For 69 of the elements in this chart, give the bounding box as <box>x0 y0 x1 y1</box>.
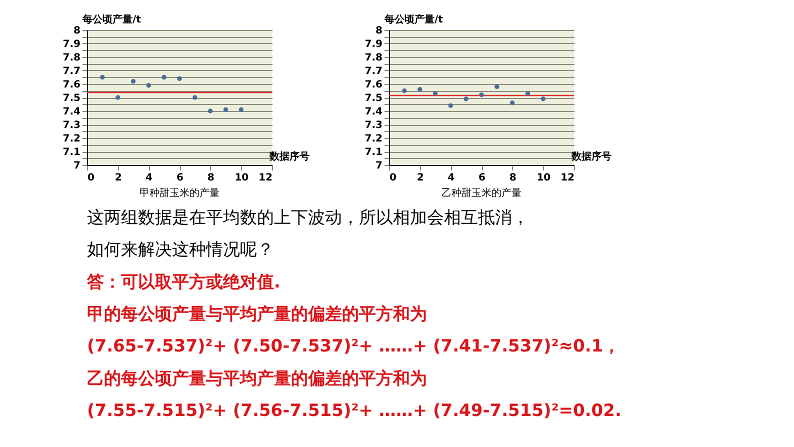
x-tick-label: 10 <box>234 172 249 184</box>
x-tick-label: 2 <box>416 172 424 184</box>
text: 甲的每公顷产量与平均产量的偏差的平方和为 <box>87 304 427 324</box>
x-tick-label: 10 <box>536 172 551 184</box>
text: 乙种甜玉米的产量 <box>442 187 522 199</box>
point <box>479 92 484 98</box>
x-tick-label: 4 <box>448 172 455 184</box>
y-axis-title: 每公顷产量/t <box>82 14 142 26</box>
point <box>464 96 468 102</box>
text: 如何来解决这种情况呢？ <box>87 240 274 260</box>
x-tick-label: 4 <box>146 172 153 184</box>
y-tick-label: 7.9 <box>364 39 383 50</box>
y-tick-label: 7.2 <box>364 134 383 144</box>
y-tick-label: 7.8 <box>62 52 81 64</box>
point <box>417 87 422 92</box>
x-tick-label: 6 <box>478 172 486 184</box>
point <box>162 74 166 80</box>
text: 乙的每公顷产量与平均产量的偏差的平方和为 <box>87 368 427 389</box>
point <box>192 95 198 100</box>
y-tick-label: 7 <box>376 160 383 172</box>
y-tick-label: 7.4 <box>364 106 383 118</box>
point <box>238 107 244 112</box>
point <box>223 107 228 112</box>
y-tick-label: 7.8 <box>364 52 383 64</box>
y-tick-label: 7.5 <box>364 93 383 104</box>
text: 甲种甜玉米的产量 <box>140 187 220 199</box>
y-tick-label: 7.6 <box>364 80 383 90</box>
y-tick-label: 7.7 <box>62 66 81 77</box>
text: (7.55-7.515)²+ (7.56-7.515)²+ ……+ (7.49-7.515)²=0.02. <box>87 400 622 421</box>
point <box>100 74 105 80</box>
point <box>402 88 407 94</box>
y-tick-label: 7.5 <box>62 93 81 104</box>
x-tick-label: 0 <box>88 172 94 184</box>
point <box>510 100 515 106</box>
y-tick-label: 7.2 <box>62 134 81 144</box>
y-tick-label: 7.3 <box>62 120 81 131</box>
x-tick-label: 0 <box>390 172 396 184</box>
x-tick-label: 6 <box>176 172 184 184</box>
x-axis-title: 数据序号 <box>268 150 310 162</box>
y-tick-label: 7.6 <box>62 80 81 90</box>
y-tick-label: 7.1 <box>62 147 81 158</box>
y-tick-label: 7.7 <box>364 66 383 77</box>
point <box>540 96 546 102</box>
text: (7.65-7.537)²+ (7.50-7.537)²+ ……+ (7.41-7.537)²≈0.1， <box>87 336 620 357</box>
y-tick-label: 8 <box>74 26 81 36</box>
x-tick-label: 8 <box>509 172 516 184</box>
point <box>494 84 500 90</box>
x-tick-label: 12 <box>258 172 273 184</box>
x-tick-label: 2 <box>114 172 122 184</box>
point <box>146 83 152 88</box>
point <box>208 108 213 114</box>
y-tick-label: 8 <box>376 26 383 36</box>
y-tick-label: 7.9 <box>62 39 81 50</box>
point <box>177 76 182 81</box>
text: 答：可以取平方或绝对值. <box>86 272 280 292</box>
point <box>432 91 438 96</box>
point <box>448 103 454 108</box>
point <box>130 78 136 84</box>
y-tick-label: 7.1 <box>364 147 383 158</box>
y-tick-label: 7 <box>74 160 81 172</box>
y-tick-label: 7.4 <box>62 106 81 118</box>
x-axis-title: 数据序号 <box>570 150 612 162</box>
y-tick-label: 7.3 <box>364 120 383 131</box>
x-tick-label: 8 <box>207 172 214 184</box>
x-tick-label: 12 <box>560 172 575 184</box>
text: 这两组数据是在平均数的上下波动，所以相加会相互抵消， <box>87 208 529 228</box>
y-axis-title: 每公顷产量/t <box>384 14 444 26</box>
point <box>115 95 120 100</box>
point <box>525 91 530 96</box>
